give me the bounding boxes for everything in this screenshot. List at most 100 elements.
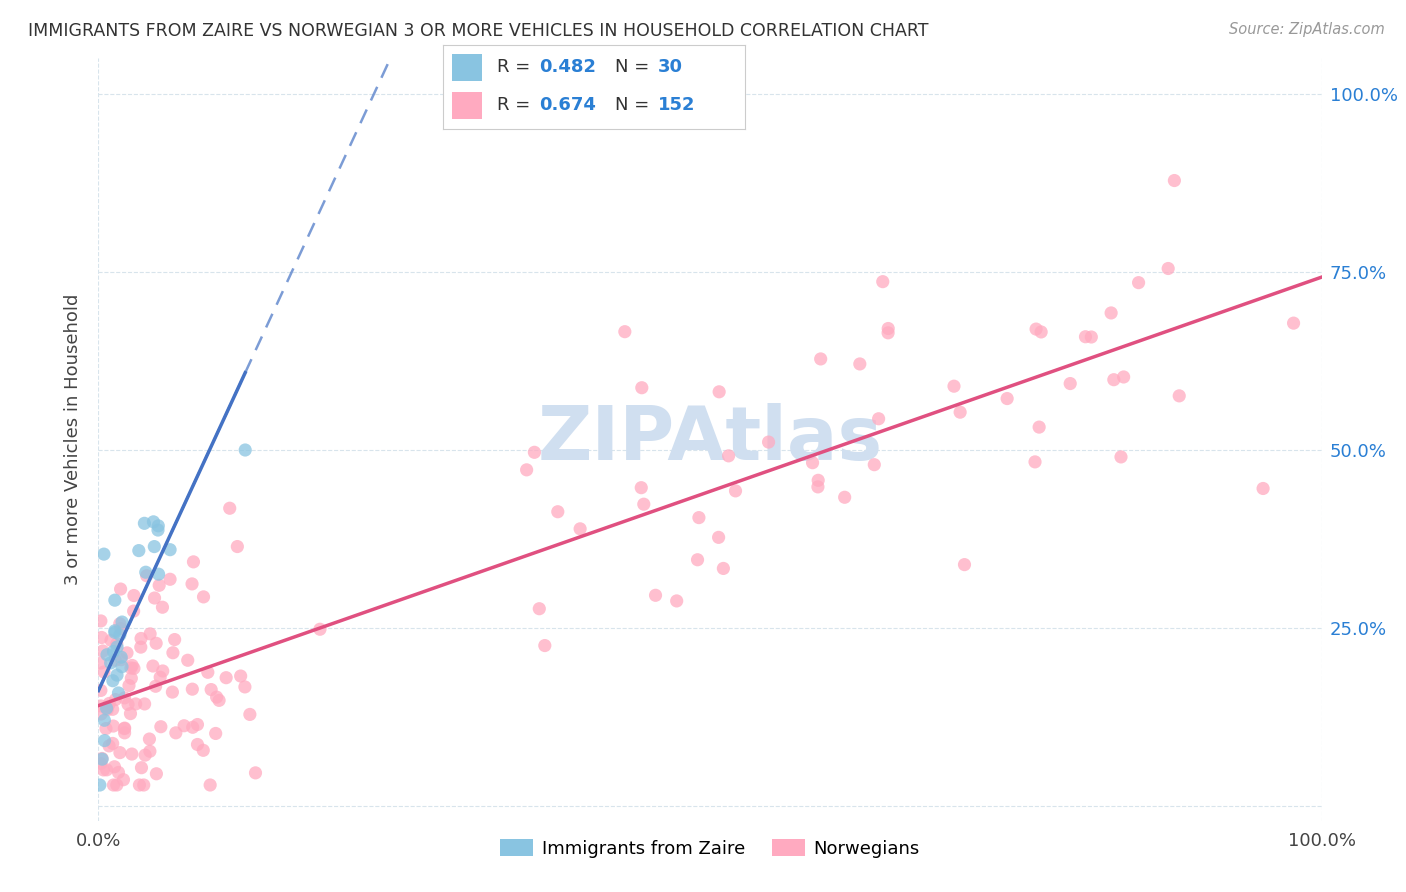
- Point: [91, 752, 114, 766]
- Point: [129, 632, 152, 646]
- Point: [105, 778, 128, 792]
- Point: [229, 669, 252, 683]
- Point: [134, 697, 156, 711]
- Point: [91, 644, 114, 658]
- Point: [93, 733, 115, 747]
- Point: [197, 665, 219, 680]
- Point: [245, 765, 267, 780]
- Point: [149, 670, 172, 684]
- Point: [949, 405, 972, 419]
- Point: [103, 778, 125, 792]
- Point: [111, 659, 134, 673]
- Point: [807, 473, 830, 487]
- Point: [90, 756, 112, 771]
- Point: [142, 515, 165, 529]
- Point: [529, 601, 551, 615]
- Text: ZIPAtlas: ZIPAtlas: [537, 403, 883, 475]
- Point: [1168, 389, 1191, 403]
- Point: [630, 481, 652, 495]
- Point: [148, 519, 170, 533]
- Point: [165, 726, 187, 740]
- Point: [233, 680, 256, 694]
- Point: [146, 523, 169, 537]
- Point: [90, 683, 112, 698]
- Point: [758, 435, 780, 450]
- Point: [114, 726, 136, 740]
- Point: [724, 483, 747, 498]
- Point: [93, 547, 115, 561]
- Point: [93, 665, 115, 679]
- Point: [863, 458, 886, 472]
- Point: [110, 650, 132, 665]
- Point: [1163, 173, 1185, 187]
- Point: [90, 698, 112, 713]
- Text: IMMIGRANTS FROM ZAIRE VS NORWEGIAN 3 OR MORE VEHICLES IN HOUSEHOLD CORRELATION C: IMMIGRANTS FROM ZAIRE VS NORWEGIAN 3 OR …: [28, 22, 928, 40]
- Point: [143, 540, 166, 554]
- Legend: Immigrants from Zaire, Norwegians: Immigrants from Zaire, Norwegians: [494, 831, 927, 865]
- Text: R =: R =: [498, 96, 536, 114]
- Point: [218, 501, 240, 516]
- Point: [849, 357, 872, 371]
- Point: [98, 739, 121, 753]
- Bar: [451, 92, 482, 120]
- Point: [90, 631, 112, 645]
- Point: [877, 321, 900, 335]
- Point: [523, 445, 546, 459]
- Point: [108, 616, 131, 631]
- Point: [122, 661, 145, 675]
- Point: [96, 648, 118, 662]
- Text: R =: R =: [498, 58, 536, 76]
- Point: [93, 713, 115, 727]
- Point: [148, 578, 170, 592]
- Point: [97, 699, 120, 714]
- Point: [93, 763, 115, 777]
- Point: [707, 384, 730, 399]
- Point: [1074, 330, 1097, 344]
- Point: [100, 633, 122, 648]
- Point: [101, 673, 124, 688]
- Point: [630, 381, 652, 395]
- Point: [118, 679, 141, 693]
- Text: 0.674: 0.674: [540, 96, 596, 114]
- Point: [120, 706, 142, 721]
- Point: [128, 543, 150, 558]
- Point: [143, 591, 166, 605]
- Point: [131, 761, 153, 775]
- Point: [101, 702, 124, 716]
- Point: [1157, 261, 1180, 276]
- Point: [108, 746, 131, 760]
- Point: [801, 456, 824, 470]
- Point: [108, 628, 131, 642]
- Point: [1099, 306, 1122, 320]
- Point: [145, 766, 167, 780]
- Point: [135, 566, 157, 580]
- Point: [90, 707, 112, 722]
- Point: [104, 624, 127, 638]
- Point: [96, 763, 118, 777]
- Point: [96, 703, 118, 717]
- Point: [105, 668, 128, 682]
- Point: [516, 463, 538, 477]
- Point: [145, 636, 167, 650]
- Point: [181, 577, 204, 591]
- Point: [134, 516, 156, 531]
- Point: [104, 653, 127, 667]
- Point: [101, 736, 124, 750]
- Point: [834, 490, 856, 504]
- Point: [111, 615, 134, 629]
- Point: [159, 572, 181, 586]
- Point: [547, 505, 569, 519]
- Point: [112, 772, 135, 787]
- Point: [872, 275, 894, 289]
- Point: [149, 720, 172, 734]
- Point: [104, 593, 127, 607]
- Bar: [451, 54, 482, 81]
- Text: Source: ZipAtlas.com: Source: ZipAtlas.com: [1229, 22, 1385, 37]
- Point: [193, 743, 215, 757]
- Point: [96, 701, 118, 715]
- Point: [186, 738, 208, 752]
- Point: [138, 732, 160, 747]
- Point: [107, 765, 129, 780]
- Point: [110, 653, 132, 667]
- Point: [110, 622, 132, 636]
